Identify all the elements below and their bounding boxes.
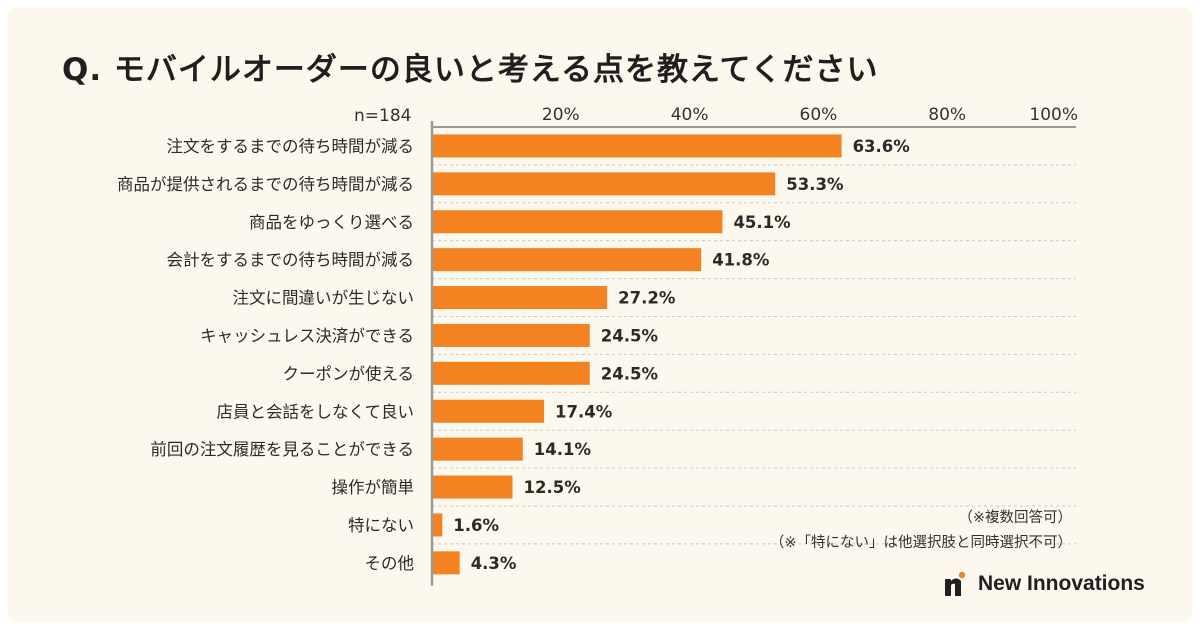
x-tick-label: 60%: [800, 105, 838, 125]
value-label: 4.3%: [471, 554, 517, 573]
category-label: 注文をするまでの待ち時間が減る: [167, 137, 415, 156]
category-label: 特にない: [348, 516, 414, 535]
axes: [430, 121, 1076, 586]
bar: [433, 361, 590, 385]
bar: [433, 248, 702, 272]
x-tick-label: 100%: [1029, 105, 1078, 125]
value-label: 45.1%: [733, 213, 791, 232]
chart-title: Q. モバイルオーダーの良いと考える点を教えてください: [62, 52, 879, 88]
bar: [433, 210, 723, 234]
category-label: その他: [365, 554, 415, 573]
category-label: 商品が提供されるまでの待ち時間が減る: [117, 175, 414, 194]
category-label: 店員と会話をしなくて良い: [216, 402, 414, 421]
new-innovations-logo-icon: [945, 571, 966, 596]
grid-layer: [432, 164, 1076, 545]
x-tick-label: 80%: [928, 105, 966, 125]
category-label: キャッシュレス決済ができる: [200, 326, 414, 345]
category-label: 操作が簡単: [332, 478, 415, 497]
bar: [433, 286, 608, 310]
chart-card: [8, 8, 1192, 622]
value-label: 1.6%: [453, 516, 499, 535]
value-label: 12.5%: [524, 478, 582, 497]
value-label: 41.8%: [712, 251, 770, 270]
value-label: 53.3%: [786, 175, 844, 194]
category-labels: 注文をするまでの待ち時間が減る商品が提供されるまでの待ち時間が減る商品をゆっくり…: [117, 137, 414, 573]
note-multiple-answers: （※複数回答可）: [958, 510, 1072, 526]
value-label: 14.1%: [534, 440, 592, 459]
bar: [433, 399, 545, 423]
x-tick-label: 40%: [671, 105, 709, 125]
value-label: 27.2%: [618, 289, 676, 308]
value-label: 24.5%: [601, 364, 659, 383]
category-label: 前回の注文履歴を見ることができる: [150, 440, 414, 459]
category-label: クーポンが使える: [282, 364, 414, 383]
category-label: 注文に間違いが生じない: [233, 289, 415, 308]
brand-logo: New Innovations: [942, 570, 1145, 598]
bar: [433, 437, 523, 461]
bar: [433, 475, 513, 499]
category-label: 商品をゆっくり選べる: [249, 213, 414, 232]
bars: [433, 134, 842, 575]
x-tick-label: 20%: [542, 105, 580, 125]
sample-size-label: n=184: [354, 106, 412, 126]
category-label: 会計をするまでの待ち時間が減る: [167, 251, 415, 270]
bar: [433, 513, 443, 537]
value-label: 63.6%: [853, 137, 911, 156]
value-label: 24.5%: [601, 326, 659, 345]
x-tick-labels: 20% 40% 60% 80% 100%: [542, 105, 1078, 125]
value-label: 17.4%: [555, 402, 613, 421]
note-exclusive-option: （※「特にない」は他選択肢と同時選択不可）: [769, 535, 1072, 551]
brand-name: New Innovations: [978, 572, 1145, 595]
bar: [433, 323, 590, 347]
bar: [433, 172, 776, 196]
bar: [433, 134, 842, 158]
value-labels: 63.6% 53.3% 45.1% 41.8% 27.2% 24.5% 24.5% 17.4%…: [453, 137, 910, 573]
bar: [433, 551, 460, 575]
